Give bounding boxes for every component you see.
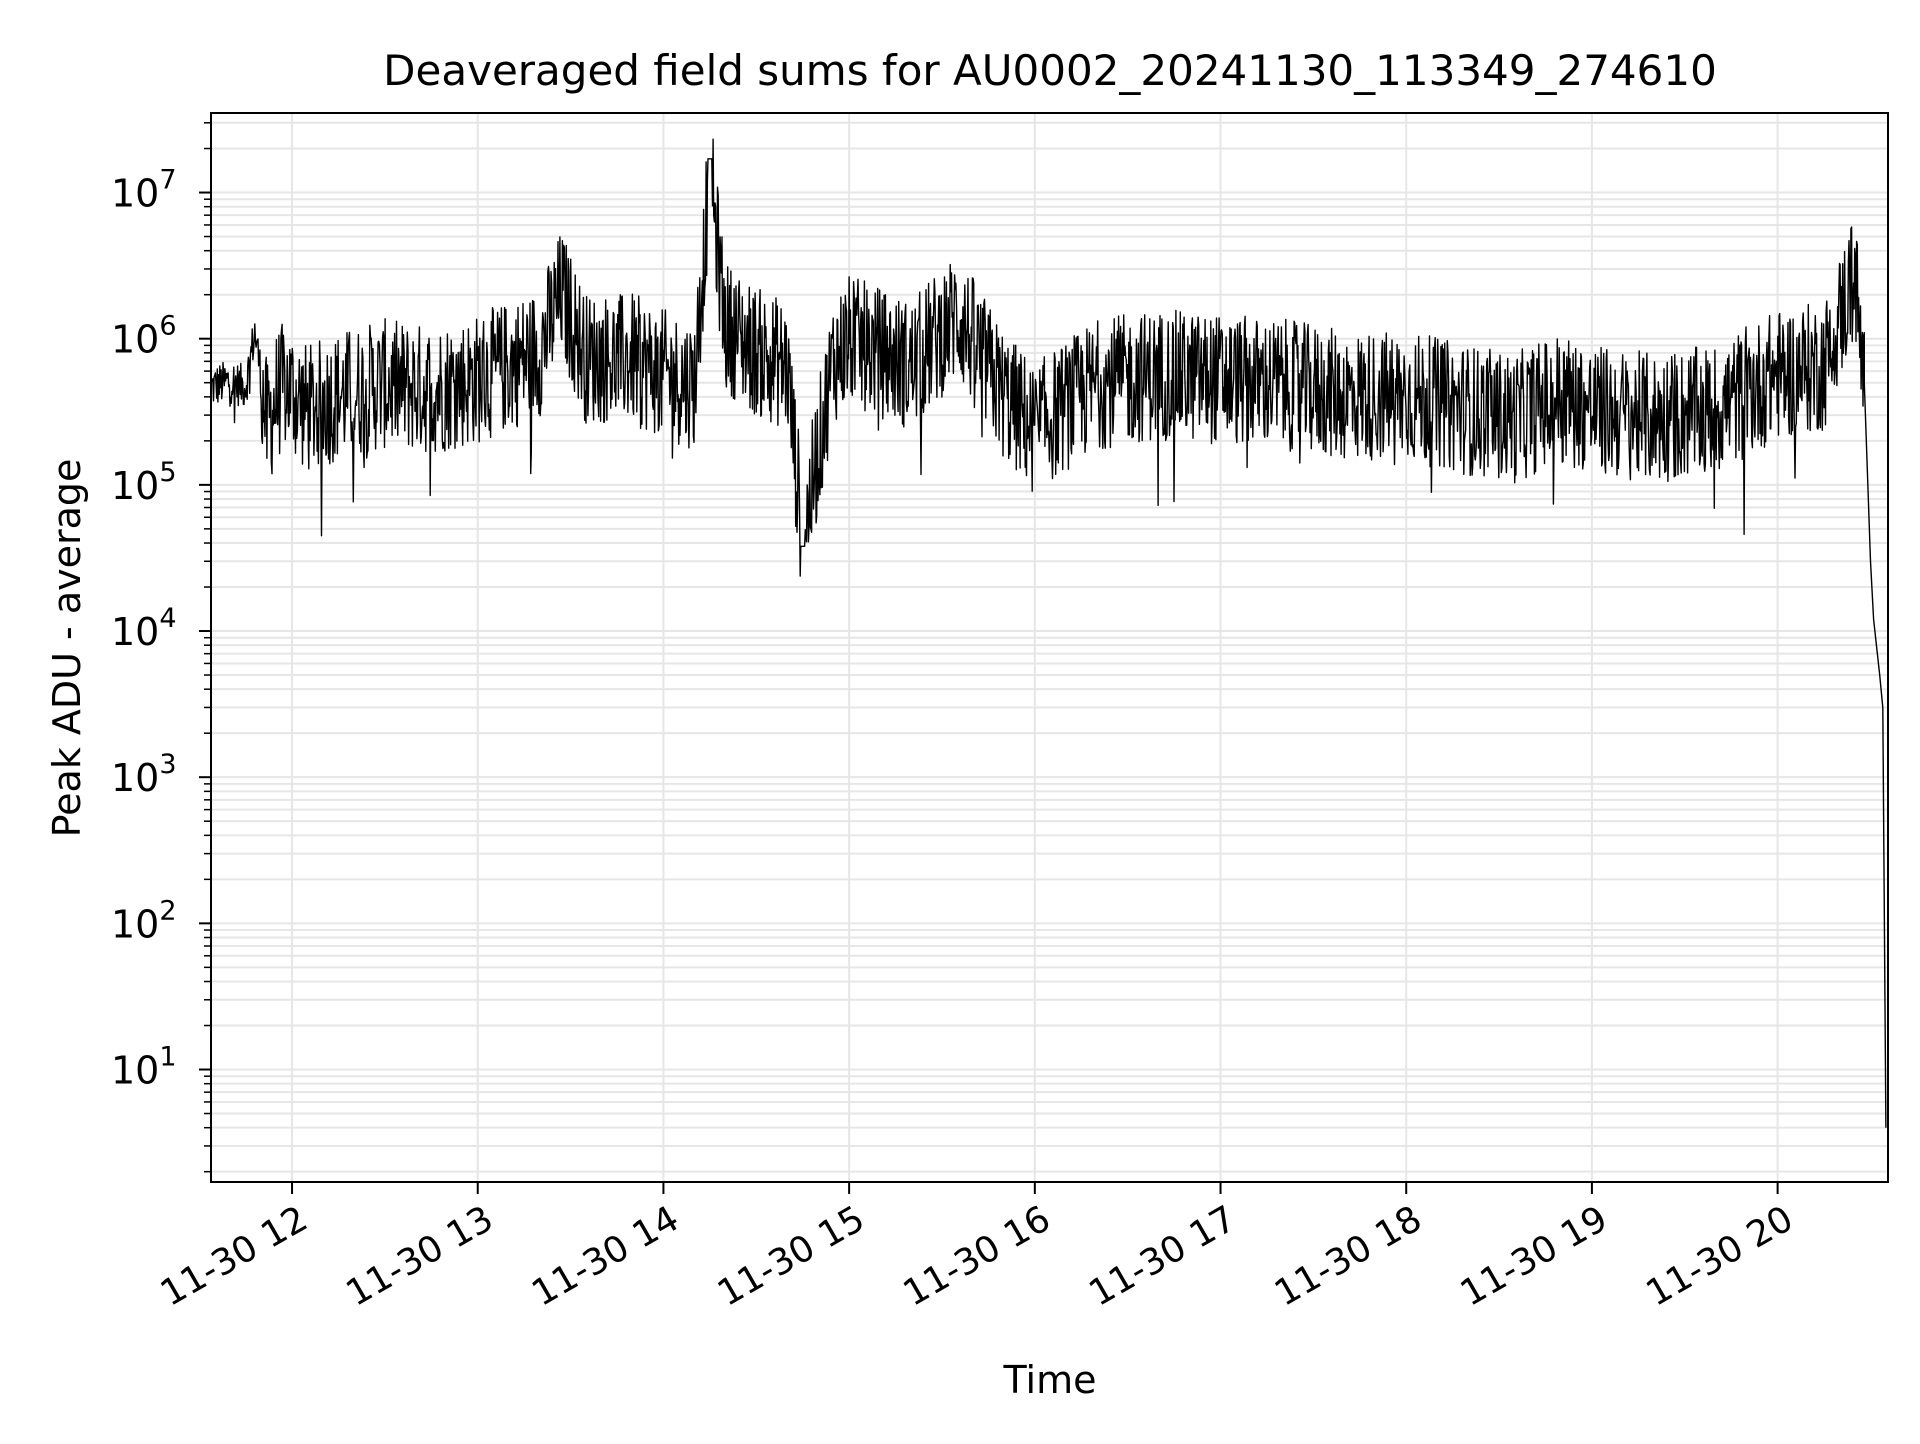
y-tick-exponent: 5 <box>159 457 176 488</box>
series-layer <box>211 138 1887 1128</box>
x-tick-label: 11-30 13 <box>340 1198 501 1314</box>
x-tick-label: 11-30 19 <box>1454 1198 1615 1314</box>
chart-title: Deaveraged field sums for AU0002_2024113… <box>383 46 1717 95</box>
y-tick-exponent: 3 <box>159 749 176 780</box>
data-series-line <box>211 138 1887 1128</box>
x-tick-label: 11-30 15 <box>711 1198 872 1314</box>
x-tick-label: 11-30 18 <box>1268 1198 1429 1314</box>
plot-frame <box>210 112 1889 1183</box>
x-tick-label: 11-30 17 <box>1082 1198 1243 1314</box>
y-tick-label: 105 <box>111 457 177 508</box>
y-tick-label: 107 <box>111 165 177 216</box>
y-tick-exponent: 6 <box>159 311 176 342</box>
x-tick-label: 11-30 16 <box>897 1198 1058 1314</box>
y-tick-exponent: 2 <box>159 895 176 926</box>
y-tick-label: 101 <box>111 1042 177 1093</box>
x-tick-label: 11-30 14 <box>525 1198 686 1314</box>
x-tick-label: 11-30 20 <box>1639 1198 1800 1314</box>
axes <box>210 112 1889 1183</box>
y-tick-label: 104 <box>111 603 177 654</box>
y-tick-label: 103 <box>111 749 177 800</box>
y-tick-exponent: 1 <box>159 1042 176 1073</box>
x-tick-label: 11-30 12 <box>154 1198 315 1314</box>
x-axis-label: Time <box>1003 1358 1097 1402</box>
grid <box>211 113 1888 1182</box>
y-tick-label: 102 <box>111 895 177 946</box>
y-tick-exponent: 7 <box>159 165 176 196</box>
y-tick-exponent: 4 <box>159 603 176 634</box>
y-axis-label: Peak ADU - average <box>45 459 89 838</box>
y-tick-label: 106 <box>111 311 177 362</box>
